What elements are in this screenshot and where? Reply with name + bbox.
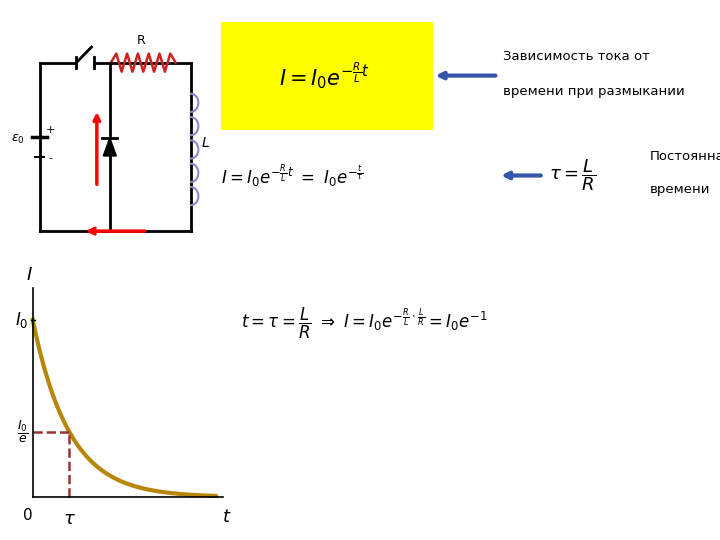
Text: Зависимость тока от: Зависимость тока от: [503, 50, 650, 63]
Polygon shape: [104, 138, 117, 156]
Text: $I_0$: $I_0$: [15, 310, 28, 330]
Text: $I$: $I$: [27, 266, 33, 285]
Text: +: +: [45, 125, 55, 134]
Text: $I = I_0 e^{-\frac{R}{L}t}$: $I = I_0 e^{-\frac{R}{L}t}$: [279, 60, 370, 91]
Text: $I = I_0 e^{-\frac{R}{L}t}\ =\ I_0 e^{-\frac{t}{\tau}}$: $I = I_0 e^{-\frac{R}{L}t}\ =\ I_0 e^{-\…: [221, 162, 364, 189]
Text: $t$: $t$: [222, 508, 232, 526]
Text: -: -: [48, 153, 53, 163]
Text: времени: времени: [649, 183, 710, 195]
Text: $\varepsilon_0$: $\varepsilon_0$: [11, 133, 25, 146]
Text: $\tau$: $\tau$: [63, 510, 76, 528]
Text: 0: 0: [24, 508, 33, 523]
Bar: [221, 22, 433, 130]
Text: $\tau = \dfrac{L}{R}$: $\tau = \dfrac{L}{R}$: [549, 158, 596, 193]
Text: $t = \tau = \dfrac{L}{R}\ \Rightarrow\ I = I_0 e^{-\frac{R}{L}\cdot\frac{L}{R}} : $t = \tau = \dfrac{L}{R}\ \Rightarrow\ I…: [241, 306, 487, 341]
Text: $\dfrac{I_0}{e}$: $\dfrac{I_0}{e}$: [17, 419, 28, 445]
Text: R: R: [137, 35, 145, 48]
Text: L: L: [202, 136, 210, 150]
Text: Постоянная: Постоянная: [649, 150, 720, 163]
Text: времени при размыкании: времени при размыкании: [503, 85, 685, 98]
